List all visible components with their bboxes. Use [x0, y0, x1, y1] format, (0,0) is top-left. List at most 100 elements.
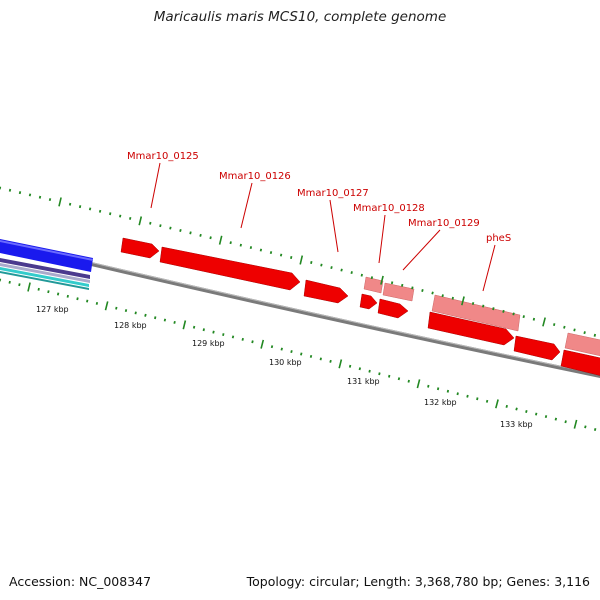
minor-tick [378, 372, 381, 376]
leader-line [240, 182, 253, 229]
minor-tick [505, 404, 508, 408]
gene-arrow [513, 335, 561, 361]
kbp-label: 129 kbp [192, 339, 225, 348]
minor-tick [502, 309, 505, 313]
outer-tick-ring [0, 186, 597, 337]
major-tick [573, 419, 578, 429]
gene-label: Mmar10_0127 [297, 188, 369, 199]
minor-tick [88, 207, 92, 211]
minor-tick [8, 188, 12, 192]
left-feature-group [0, 239, 93, 290]
genome-summary-text: Topology: circular; Length: 3,368,780 bp… [246, 574, 590, 589]
minor-tick [320, 263, 323, 267]
minor-tick [279, 253, 283, 257]
major-tick [380, 275, 384, 285]
blue-feature-highlight [0, 240, 93, 261]
minor-tick [397, 377, 401, 381]
major-tick [58, 197, 62, 207]
minor-tick [573, 328, 576, 332]
minor-tick [18, 191, 22, 195]
minor-tick [388, 374, 391, 378]
minor-tick [329, 359, 332, 363]
kbp-labels: 127 kbp 128 kbp 129 kbp 130 kbp 131 kbp … [36, 305, 533, 429]
gene-label: pheS [486, 233, 511, 244]
leader-line [150, 162, 161, 209]
minor-tick [56, 292, 60, 296]
minor-tick [300, 352, 303, 356]
minor-tick [441, 294, 444, 298]
gene-arrow [359, 293, 378, 310]
minor-tick [309, 354, 313, 358]
minor-tick [38, 195, 42, 199]
minor-tick [427, 384, 430, 388]
kbp-label: 132 kbp [424, 398, 457, 407]
minor-tick [350, 271, 353, 275]
minor-tick [251, 340, 254, 344]
minor-tick [471, 301, 475, 305]
cyan-feature [0, 266, 89, 287]
minor-tick [8, 280, 11, 284]
minor-tick [95, 301, 99, 305]
minor-tick [436, 387, 440, 391]
minor-tick [270, 345, 274, 349]
kbp-label: 130 kbp [269, 358, 302, 367]
minor-tick [310, 260, 313, 265]
map-title: Maricaulis maris MCS10, complete genome [153, 9, 447, 25]
gene-track-outer [363, 276, 600, 357]
minor-tick [169, 226, 172, 230]
minor-tick [134, 311, 137, 315]
kbp-label: 127 kbp [36, 305, 69, 314]
minor-tick [563, 325, 566, 329]
minor-tick [179, 228, 182, 232]
major-tick [542, 317, 546, 327]
minor-tick [98, 209, 102, 213]
gene-arrow [303, 279, 349, 304]
minor-tick [593, 333, 597, 337]
minor-tick [86, 299, 89, 303]
minor-tick [456, 392, 459, 396]
minor-tick [584, 425, 587, 429]
light-gene [382, 282, 415, 302]
light-gene [363, 276, 384, 294]
minor-tick [290, 255, 293, 260]
minor-tick [239, 243, 242, 247]
gene-track-inner [120, 237, 600, 376]
minor-tick [229, 241, 232, 245]
light-gene [431, 294, 521, 332]
minor-tick [202, 328, 205, 332]
minor-tick [544, 415, 548, 419]
minor-tick [199, 233, 202, 237]
minor-tick [269, 251, 273, 255]
minor-tick [68, 202, 72, 206]
minor-tick [154, 316, 157, 320]
minor-tick [411, 286, 414, 290]
minor-tick [554, 417, 558, 421]
minor-tick [149, 221, 152, 225]
major-tick [260, 339, 265, 349]
minor-tick [319, 357, 322, 361]
minor-tick [163, 318, 167, 322]
major-tick [218, 235, 223, 245]
minor-tick [192, 325, 196, 329]
minor-tick [241, 337, 244, 341]
gene-arrow [377, 298, 409, 319]
minor-tick [446, 389, 450, 393]
gene-arrow [560, 349, 600, 376]
minor-tick [368, 369, 371, 373]
accession-text: Accession: NC_008347 [9, 574, 152, 589]
minor-tick [532, 317, 536, 321]
minor-tick [525, 409, 528, 413]
minor-tick [390, 281, 394, 285]
minor-tick [360, 273, 363, 277]
minor-tick [340, 268, 343, 272]
minor-tick [593, 427, 597, 431]
minor-tick [535, 412, 538, 416]
major-tick [416, 379, 421, 389]
minor-tick [482, 304, 485, 308]
cyan-feature-2 [0, 270, 89, 290]
gene-arrow [120, 237, 160, 259]
major-tick [495, 399, 499, 409]
minor-tick [119, 214, 122, 218]
light-gene [564, 332, 600, 357]
